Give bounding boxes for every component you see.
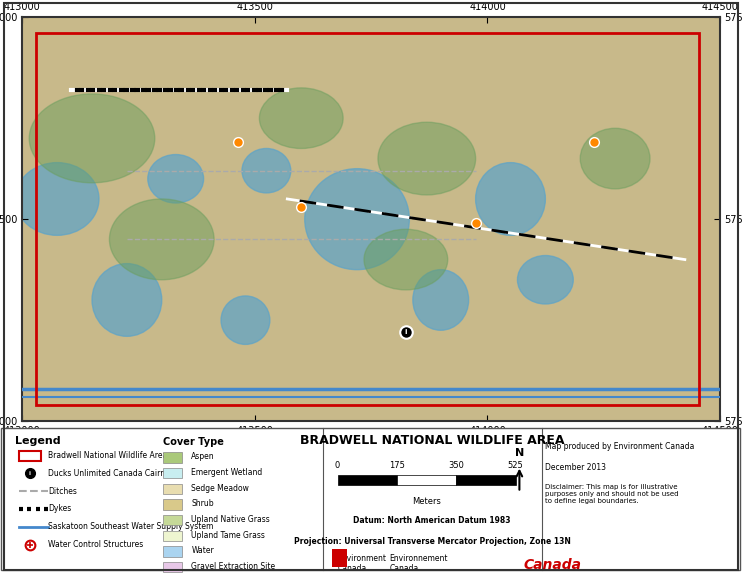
Text: Upland Native Grass: Upland Native Grass: [191, 515, 270, 524]
Polygon shape: [22, 17, 720, 421]
Text: Aspen: Aspen: [191, 452, 215, 461]
Text: Datum: North American Datum 1983: Datum: North American Datum 1983: [353, 516, 511, 525]
Bar: [338, 474, 397, 485]
Bar: [163, 531, 182, 541]
Text: 175: 175: [389, 461, 405, 470]
Text: Environment
Canada: Environment Canada: [338, 554, 387, 573]
Ellipse shape: [413, 270, 469, 330]
Text: Upland Tame Grass: Upland Tame Grass: [191, 531, 266, 540]
Text: Shrub: Shrub: [191, 499, 214, 508]
Ellipse shape: [16, 163, 99, 236]
Text: Dykes: Dykes: [48, 504, 71, 513]
Ellipse shape: [476, 163, 545, 236]
Text: Ditches: Ditches: [48, 486, 77, 496]
Ellipse shape: [260, 88, 343, 148]
Text: Water: Water: [191, 546, 214, 555]
Text: Meters: Meters: [413, 497, 441, 506]
Ellipse shape: [92, 264, 162, 336]
Text: Environnement
Canada: Environnement Canada: [390, 554, 448, 573]
Text: Sedge Meadow: Sedge Meadow: [191, 484, 249, 493]
Ellipse shape: [580, 128, 650, 189]
Bar: [163, 546, 182, 556]
Ellipse shape: [29, 94, 155, 183]
Text: 525: 525: [508, 461, 524, 470]
Text: Ducks Unlimited Canada Cairn: Ducks Unlimited Canada Cairn: [48, 469, 165, 478]
Text: Cover Type: Cover Type: [163, 437, 224, 448]
Text: N: N: [515, 448, 524, 458]
Text: Projection: Universal Transverse Mercator Projection, Zone 13N: Projection: Universal Transverse Mercato…: [294, 537, 571, 546]
Text: i: i: [404, 329, 407, 335]
Bar: [332, 549, 347, 567]
Text: Bradwell National Wildlife Area: Bradwell National Wildlife Area: [48, 451, 168, 460]
Ellipse shape: [221, 296, 270, 344]
Bar: [163, 562, 182, 572]
Text: December 2013: December 2013: [545, 463, 606, 472]
Text: Water Control Structures: Water Control Structures: [48, 540, 143, 549]
Text: Disclaimer: This map is for illustrative
purposes only and should not be used
to: Disclaimer: This map is for illustrative…: [545, 484, 679, 504]
Text: Gravel Extraction Site: Gravel Extraction Site: [191, 562, 275, 571]
Text: 0: 0: [335, 461, 341, 470]
Ellipse shape: [242, 148, 291, 193]
Text: Map produced by Environment Canada: Map produced by Environment Canada: [545, 442, 695, 451]
Text: Emergent Wetland: Emergent Wetland: [191, 468, 263, 477]
Ellipse shape: [148, 155, 203, 203]
Text: BRADWELL NATIONAL WILDLIFE AREA: BRADWELL NATIONAL WILDLIFE AREA: [300, 434, 565, 448]
Bar: [163, 452, 182, 463]
Ellipse shape: [378, 122, 476, 195]
Bar: [163, 515, 182, 525]
Ellipse shape: [110, 199, 214, 280]
Bar: [163, 484, 182, 494]
Ellipse shape: [364, 229, 447, 290]
Text: Canada: Canada: [523, 558, 581, 572]
Text: Legend: Legend: [15, 436, 60, 446]
Text: Saskatoon Southeast Water Supply System: Saskatoon Southeast Water Supply System: [48, 523, 214, 531]
Bar: [19, 451, 41, 461]
Bar: [163, 468, 182, 478]
Bar: [163, 499, 182, 510]
Text: 350: 350: [448, 461, 464, 470]
Ellipse shape: [305, 168, 410, 270]
Ellipse shape: [517, 256, 574, 304]
Text: i: i: [29, 470, 30, 476]
Bar: [397, 474, 456, 485]
Bar: [456, 474, 516, 485]
